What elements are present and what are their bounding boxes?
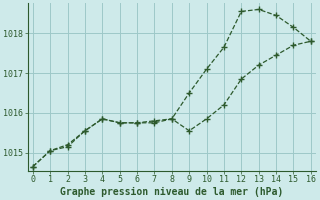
X-axis label: Graphe pression niveau de la mer (hPa): Graphe pression niveau de la mer (hPa) xyxy=(60,186,284,197)
